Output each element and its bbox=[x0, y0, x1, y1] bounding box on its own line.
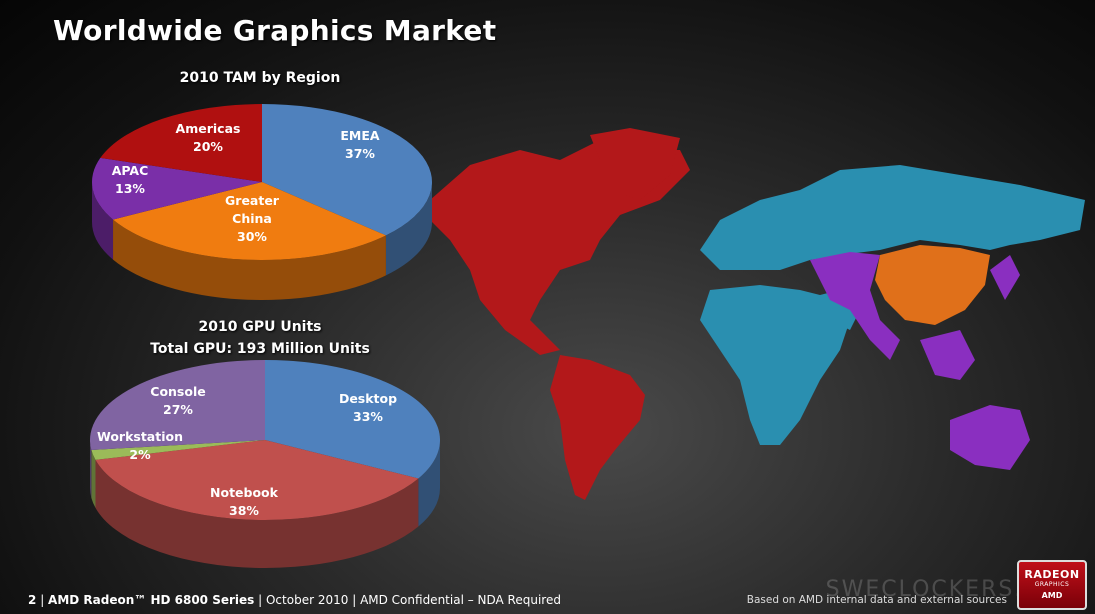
pie2-slice-notebook bbox=[95, 440, 419, 520]
map-region-emea bbox=[700, 165, 1085, 445]
footer-product: AMD Radeon™ HD 6800 Series bbox=[48, 593, 255, 607]
footer-page: 2 bbox=[28, 593, 37, 607]
pie2-subtitle: Total GPU: 193 Million Units bbox=[150, 341, 370, 357]
pie1-label-emea: EMEA 37% bbox=[340, 128, 380, 161]
radeon-logo: RADEON GRAPHICS AMD bbox=[1017, 560, 1087, 610]
footer-left: 2 | AMD Radeon™ HD 6800 Series | October… bbox=[28, 593, 561, 607]
pie2-label-console: Console 27% bbox=[150, 384, 205, 417]
logo-line1: RADEON bbox=[1024, 568, 1080, 581]
logo-line3: AMD bbox=[1041, 591, 1063, 600]
pie1-label-apac: APAC 13% bbox=[112, 163, 149, 196]
pie2-label-desktop: Desktop 33% bbox=[339, 391, 397, 424]
pie1-label-americas: Americas 20% bbox=[176, 121, 241, 154]
pie2-slice-desktop bbox=[265, 360, 440, 479]
footer-conf: AMD Confidential – NDA Required bbox=[360, 593, 561, 607]
pie2-title-line: 2010 GPU Units bbox=[198, 319, 322, 335]
pie2-label-notebook: Notebook 38% bbox=[210, 485, 279, 518]
pie2-side-console bbox=[90, 440, 92, 499]
pie2-slice-workstation bbox=[91, 440, 265, 460]
pie1-slice-emea bbox=[262, 104, 432, 236]
pie2-label-workstation: Workstation 2% bbox=[97, 429, 183, 462]
pie1-slice-americas bbox=[100, 104, 262, 182]
pie2-slice-console bbox=[90, 360, 265, 451]
footer: 2 | AMD Radeon™ HD 6800 Series | October… bbox=[0, 588, 1095, 614]
pie2-side-workstation bbox=[91, 450, 96, 508]
pie2-side-desktop bbox=[418, 440, 440, 527]
footer-date: October 2010 bbox=[265, 593, 349, 607]
pie1-slice-apac bbox=[91, 157, 262, 220]
pie2-title: 2010 GPU Units Total GPU: 193 Million Un… bbox=[80, 316, 440, 360]
pie1-label-greater-china: Greater China 30% bbox=[225, 193, 280, 244]
pie1-side-emea bbox=[385, 182, 432, 276]
pie1-side-greater-china bbox=[113, 219, 386, 300]
map-region-greater-china bbox=[875, 245, 990, 325]
slide-title: Worldwide Graphics Market bbox=[53, 14, 497, 47]
map-region-apac bbox=[810, 252, 1030, 470]
pie1-title: 2010 TAM by Region bbox=[179, 70, 341, 86]
pie1-side-apac bbox=[92, 182, 114, 260]
pie1-slice-greater-china bbox=[113, 182, 386, 260]
source-note: Based on AMD internal data and external … bbox=[746, 594, 1007, 606]
pie2-side-notebook bbox=[95, 459, 419, 568]
map-region-americas bbox=[430, 128, 690, 500]
logo-line2: GRAPHICS bbox=[1034, 581, 1070, 588]
